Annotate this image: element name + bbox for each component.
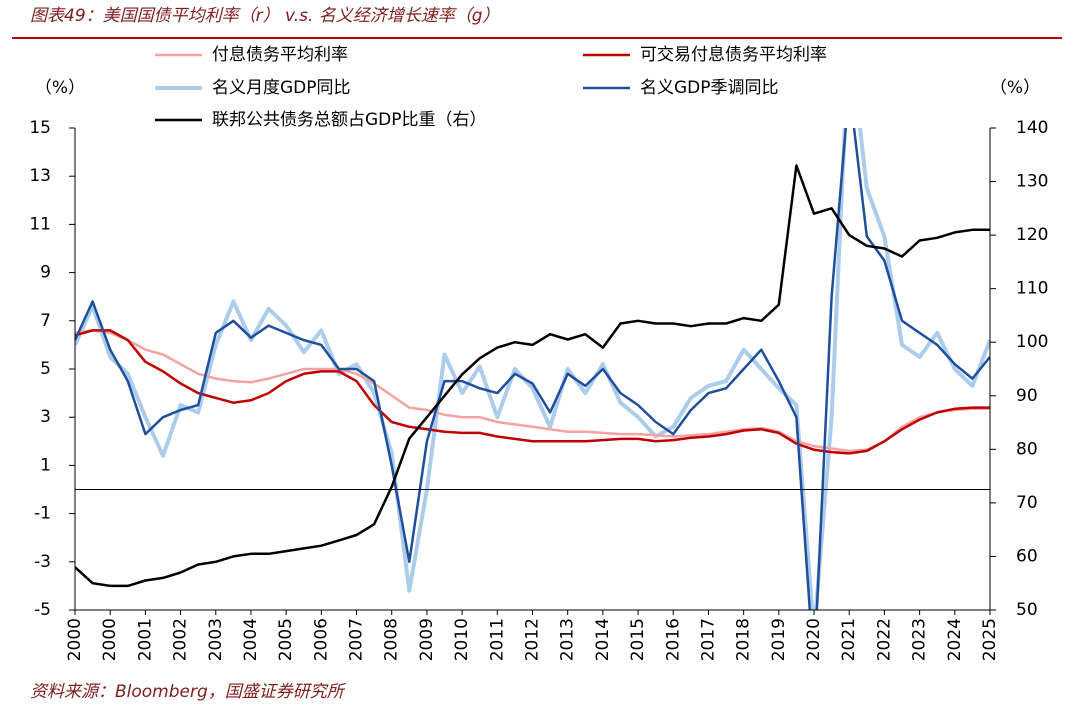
y-tick-label: 5 [40,359,51,379]
x-tick-label: 2005 [276,618,296,661]
y2-tick-label: 70 [1016,493,1038,513]
y2-tick-label: 90 [1016,386,1038,406]
x-tick-label: 2010 [452,618,472,661]
x-tick-label: 2003 [206,618,226,661]
x-tick-label: 2015 [628,618,648,661]
series-line [75,128,990,610]
y-axis-label: （%） [35,78,85,98]
x-tick-label: 2007 [347,618,367,661]
x-tick-label: 2023 [910,618,930,661]
x-tick-label: 2022 [874,618,894,661]
plot-area [75,128,990,610]
x-tick-label: 2000 [65,618,85,661]
x-tick-label: 2000 [100,618,120,661]
y-tick-label: -3 [34,552,51,572]
x-tick-label: 2002 [171,618,191,661]
y-tick-label: 15 [29,118,51,138]
x-tick-label: 2009 [417,618,437,661]
x-tick-label: 2018 [734,618,754,661]
x-tick-label: 2025 [980,618,1000,661]
y-tick-label: 3 [40,407,51,427]
legend-label: 联邦公共债务总额占GDP比重（右） [212,110,487,130]
legend-label: 可交易付息债务平均利率 [640,45,827,65]
y2-tick-label: 140 [1016,118,1048,138]
x-tick-label: 2021 [839,618,859,661]
y-tick-label: 13 [29,166,51,186]
y-tick-label: 11 [29,214,51,234]
y2-axis-label: （%） [990,78,1040,98]
x-tick-label: 2014 [593,618,613,661]
series-line [75,164,990,588]
x-tick-label: 2011 [487,618,507,661]
series-line [75,329,990,453]
y2-tick-label: 100 [1016,332,1048,352]
x-tick-label: 2013 [558,618,578,661]
x-tick-label: 2006 [311,618,331,661]
x-tick-label: 2008 [382,618,402,661]
y-tick-label: -1 [34,504,51,524]
y2-tick-label: 120 [1016,225,1048,245]
y2-tick-label: 130 [1016,172,1048,192]
y-tick-label: 1 [40,455,51,475]
legend-label: 付息债务平均利率 [212,45,348,65]
source-note: 资料来源：Bloomberg，国盛证券研究所 [30,682,347,702]
x-tick-label: 2017 [698,618,718,661]
x-tick-label: 2004 [241,618,261,661]
y-tick-label: 7 [40,311,51,331]
series-line [75,128,990,610]
y-tick-label: 9 [40,263,51,283]
legend-label: 名义月度GDP同比 [212,78,351,98]
x-tick-label: 2016 [663,618,683,661]
legend-label: 名义GDP季调同比 [640,78,779,98]
x-tick-label: 2012 [523,618,543,661]
y-tick-label: -5 [34,600,51,620]
y2-tick-label: 80 [1016,439,1038,459]
chart-title: 图表49：美国国债平均利率（r） v.s. 名义经济增长速率（g） [30,6,500,26]
x-tick-label: 2001 [135,618,155,661]
y2-tick-label: 110 [1016,279,1048,299]
x-tick-label: 2020 [804,618,824,661]
y2-tick-label: 60 [1016,546,1038,566]
series-line [75,329,990,455]
x-tick-label: 2019 [769,618,789,661]
y2-tick-label: 50 [1016,600,1038,620]
x-tick-label: 2024 [945,618,965,661]
